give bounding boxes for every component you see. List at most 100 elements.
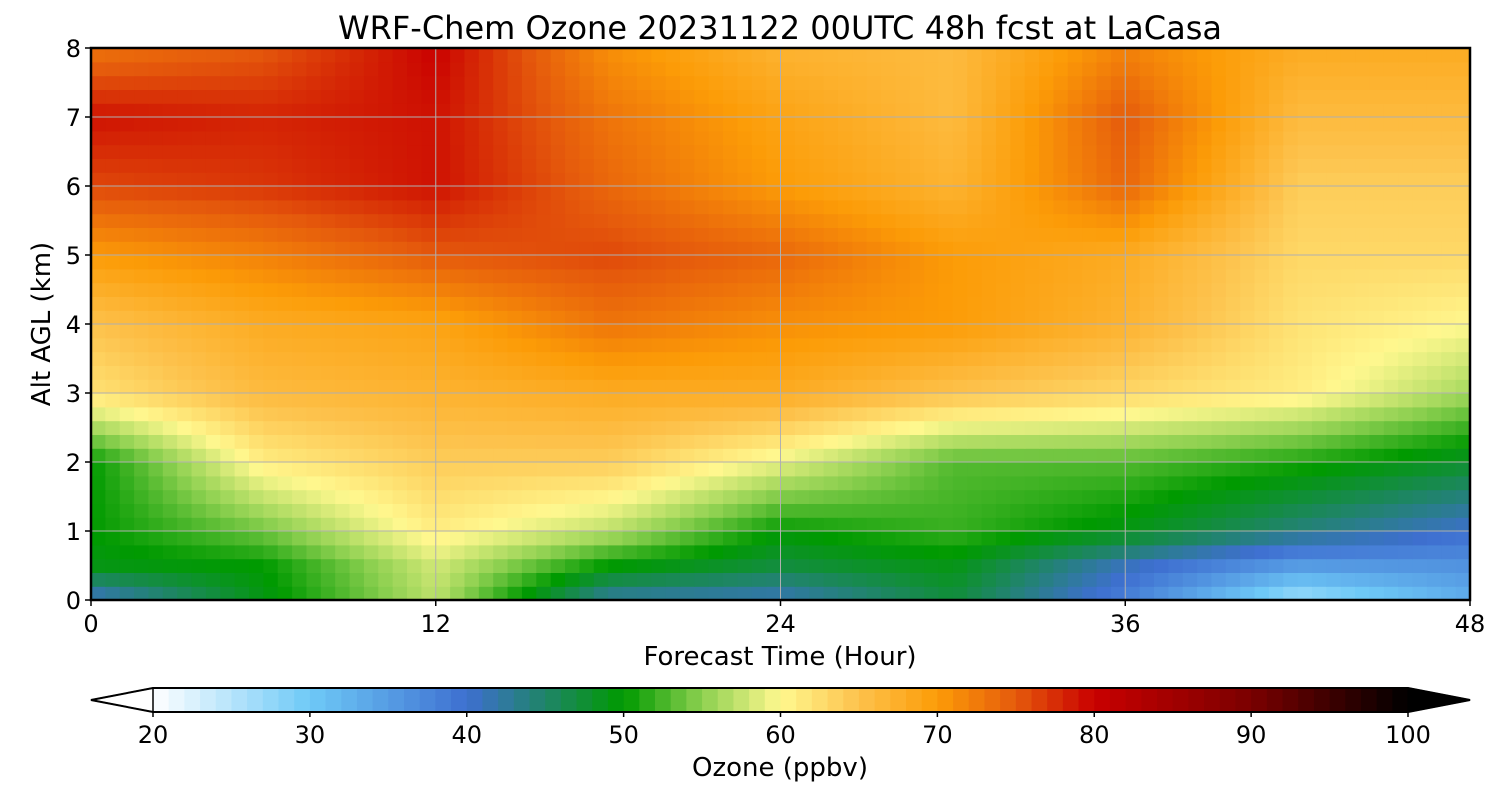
field-cell [1039, 572, 1055, 587]
field-cell [751, 324, 767, 339]
field-cell [478, 337, 494, 353]
colorbar-tick-label: 30 [295, 721, 326, 749]
field-cell [565, 61, 580, 77]
field-cell [708, 434, 724, 449]
field-cell [536, 462, 552, 477]
field-cell [751, 517, 767, 532]
field-cell [536, 503, 552, 518]
field-cell [1010, 103, 1026, 118]
field-cell [493, 268, 509, 284]
field-cell [895, 75, 911, 90]
colorbar-segment [309, 688, 327, 712]
colorbar-segment [1125, 688, 1142, 712]
field-cell [1311, 531, 1327, 546]
field-cell [1326, 255, 1342, 270]
field-cell [1355, 186, 1371, 201]
field-cell [205, 296, 221, 311]
field-cell [205, 61, 221, 77]
field-cell [1096, 130, 1112, 146]
field-cell [636, 365, 652, 380]
field-cell [177, 448, 193, 463]
field-cell [1441, 48, 1457, 63]
field-cell [507, 268, 523, 284]
field-cell [766, 393, 782, 408]
field-cell [1039, 199, 1055, 215]
field-cell [205, 420, 221, 435]
field-cell [837, 531, 853, 546]
field-cell [636, 420, 652, 435]
field-cell [349, 158, 365, 173]
field-cell [1240, 310, 1256, 325]
field-cell [363, 268, 379, 284]
field-cell [608, 558, 624, 573]
field-cell [335, 448, 351, 463]
field-cell [1225, 517, 1241, 532]
field-cell [1139, 199, 1155, 215]
field-cell [378, 462, 394, 477]
field-cell [421, 61, 437, 77]
field-cell [1125, 310, 1141, 325]
field-cell [306, 462, 322, 477]
field-cell [1441, 186, 1457, 201]
field-cell [1168, 144, 1184, 159]
field-cell [895, 89, 911, 104]
field-cell [895, 365, 911, 380]
field-cell [995, 475, 1011, 491]
field-cell [1268, 158, 1284, 173]
field-cell [1398, 420, 1414, 435]
field-cell [1125, 199, 1141, 215]
field-cell [794, 199, 810, 215]
field-cell [1426, 186, 1442, 201]
field-cell [191, 130, 207, 146]
field-cell [1455, 268, 1470, 284]
field-cell [1053, 531, 1069, 546]
field-cell [679, 89, 695, 104]
field-cell [1024, 158, 1040, 173]
field-cell [478, 572, 494, 587]
field-cell [478, 531, 494, 546]
field-cell [952, 213, 968, 228]
field-cell [1369, 268, 1385, 284]
field-cell [464, 531, 480, 546]
field-cell [952, 117, 968, 132]
field-cell [407, 420, 422, 435]
field-cell [766, 434, 782, 449]
field-cell [1268, 130, 1284, 146]
field-cell [1369, 503, 1385, 518]
field-cell [636, 517, 652, 532]
field-cell [1039, 296, 1055, 311]
field-cell [1254, 558, 1270, 573]
field-cell [1225, 144, 1241, 159]
field-cell [694, 503, 710, 518]
field-cell [349, 199, 365, 215]
field-cell [220, 324, 236, 339]
field-cell [91, 406, 106, 422]
field-cell [780, 268, 796, 284]
field-cell [177, 572, 193, 587]
field-cell [651, 158, 667, 173]
field-cell [234, 324, 250, 339]
field-cell [263, 558, 279, 573]
field-cell [1082, 531, 1098, 546]
field-cell [1096, 75, 1112, 90]
field-cell [1082, 351, 1098, 366]
field-cell [1398, 558, 1414, 573]
field-cell [938, 61, 954, 77]
field-cell [1110, 241, 1126, 256]
field-cell [1398, 489, 1414, 504]
field-cell [1039, 351, 1055, 366]
field-cell [249, 365, 264, 380]
field-cell [1010, 406, 1026, 422]
field-cell [909, 213, 925, 228]
field-cell [507, 227, 523, 242]
field-cell [378, 489, 394, 504]
field-cell [1211, 434, 1227, 449]
field-cell [292, 158, 308, 173]
field-cell [1283, 475, 1299, 491]
field-cell [1010, 158, 1026, 173]
field-cell [464, 406, 480, 422]
field-cell [852, 558, 868, 573]
field-cell [622, 89, 638, 104]
field-cell [1039, 61, 1055, 77]
field-cell [91, 572, 106, 587]
